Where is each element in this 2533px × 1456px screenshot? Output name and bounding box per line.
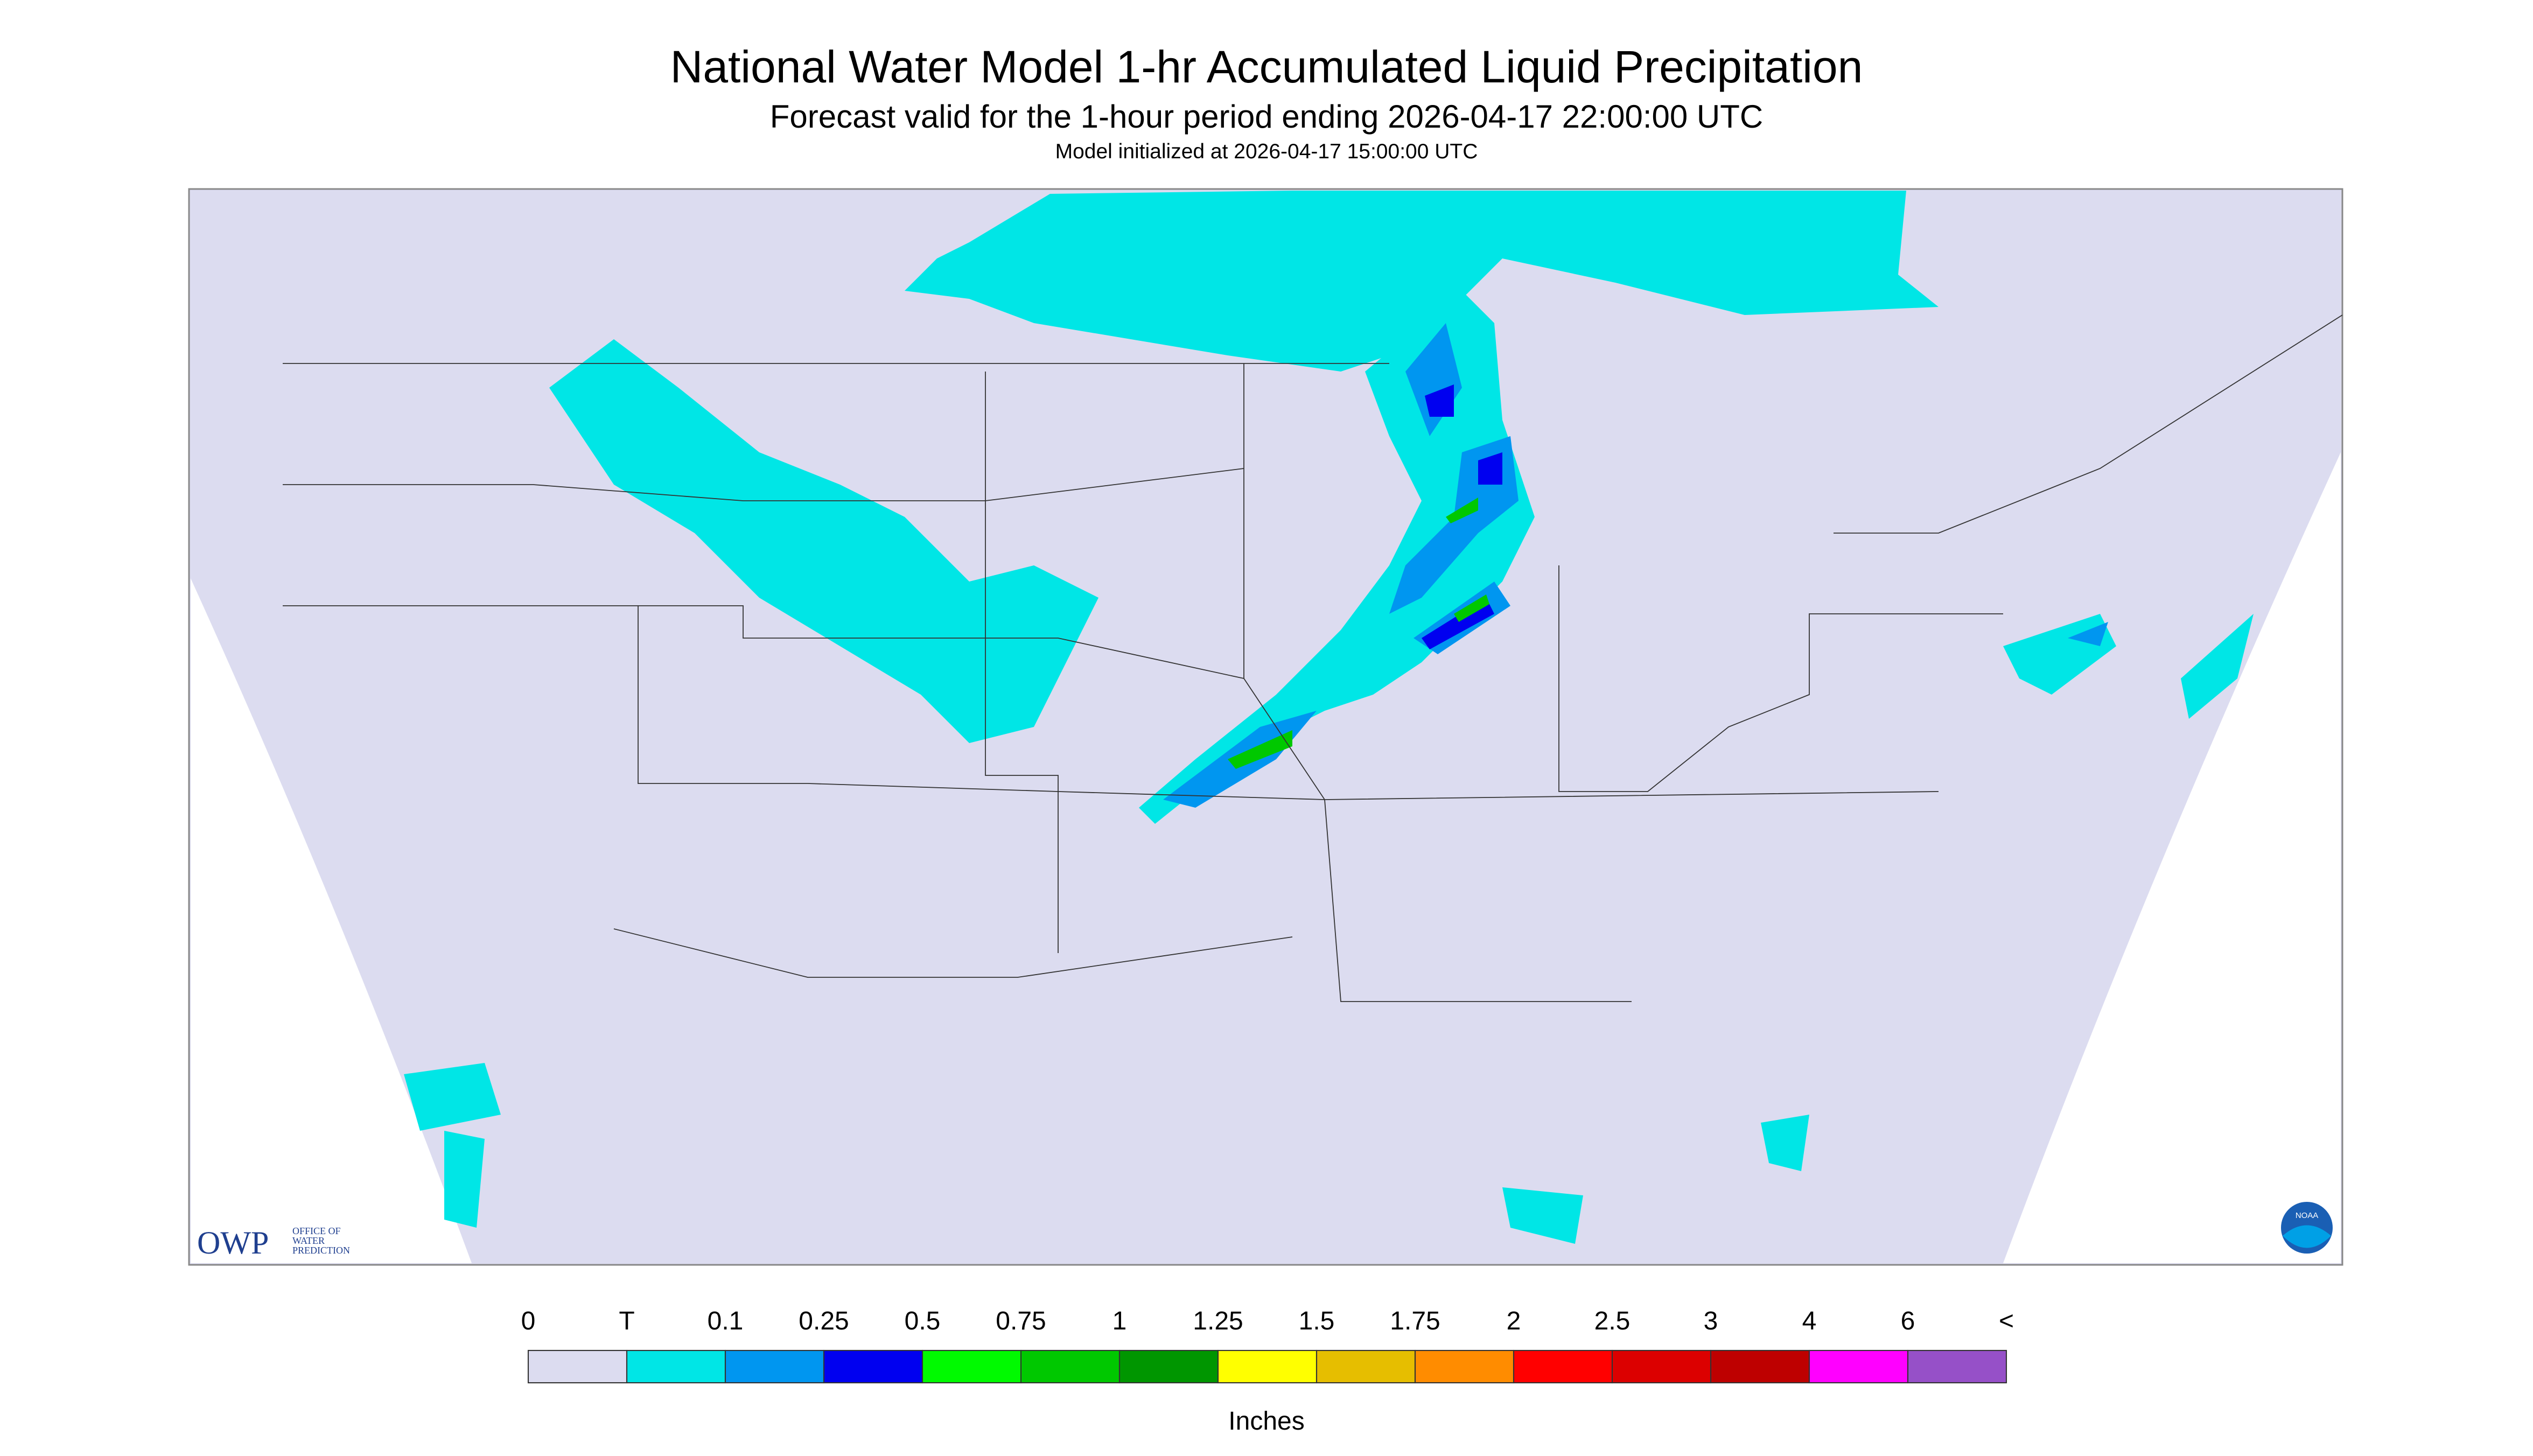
legend-label: 2.5 bbox=[1594, 1307, 1631, 1335]
state-line bbox=[638, 606, 1939, 800]
legend-swatch bbox=[626, 1349, 726, 1384]
legend-swatch bbox=[527, 1349, 628, 1384]
legend-label: 1 bbox=[1112, 1307, 1127, 1335]
legend-label: 0.75 bbox=[996, 1307, 1046, 1335]
legend-swatch bbox=[1217, 1349, 1318, 1384]
legend-label: 4 bbox=[1802, 1307, 1817, 1335]
legend-label: < bbox=[1999, 1307, 2014, 1335]
border bbox=[1834, 314, 2343, 534]
legend-label: 1.25 bbox=[1193, 1307, 1243, 1335]
state-line bbox=[283, 468, 1244, 501]
legend-swatch bbox=[823, 1349, 923, 1384]
title: National Water Model 1-hr Accumulated Li… bbox=[670, 41, 1863, 92]
legend-swatch bbox=[724, 1349, 825, 1384]
noaa-logo-text: NOAA bbox=[2296, 1211, 2319, 1220]
owp-logo-text: OFFICE OF bbox=[292, 1226, 341, 1236]
legend-label: 6 bbox=[1901, 1307, 1915, 1335]
legend-swatch bbox=[1907, 1349, 2007, 1384]
state-line bbox=[985, 372, 1059, 954]
precip-very-heavy bbox=[1228, 498, 1489, 769]
legend-swatch bbox=[921, 1349, 1022, 1384]
legend-label: 0.25 bbox=[799, 1307, 849, 1335]
outside-domain bbox=[2003, 452, 2341, 1264]
noaa-logo-wave bbox=[2283, 1225, 2331, 1248]
legend-swatch bbox=[1808, 1349, 1909, 1384]
legend-label: 0.5 bbox=[905, 1307, 941, 1335]
legend-swatch bbox=[1118, 1349, 1219, 1384]
state-line bbox=[1243, 363, 1632, 1002]
state-line bbox=[1558, 565, 2003, 792]
legend: 0 T 0.1 0.25 0.5 0.75 1 1.25 1.5 1.75 2 2.5 3 4 6 < bbox=[521, 1307, 2014, 1384]
legend-swatch bbox=[1020, 1349, 1121, 1384]
state-line bbox=[283, 605, 1244, 679]
legend-label: 1.5 bbox=[1299, 1307, 1335, 1335]
owp-logo-text: WATER bbox=[292, 1235, 325, 1246]
legend-label: T bbox=[619, 1307, 634, 1335]
legend-label: 1.75 bbox=[1390, 1307, 1440, 1335]
legend-swatch bbox=[1316, 1349, 1416, 1384]
outside-domain bbox=[191, 578, 472, 1264]
owp-logo-text: PREDICTION bbox=[292, 1245, 350, 1256]
legend-swatch bbox=[1513, 1349, 1613, 1384]
legend-label: 3 bbox=[1704, 1307, 1718, 1335]
legend-swatch bbox=[1710, 1349, 1810, 1384]
legend-label: 0.1 bbox=[708, 1307, 744, 1335]
legend-swatch bbox=[1611, 1349, 1712, 1384]
legend-label: 2 bbox=[1507, 1307, 1521, 1335]
legend-label: 0 bbox=[521, 1307, 536, 1335]
subtitle: Forecast valid for the 1-hour period end… bbox=[770, 99, 1763, 135]
legend-swatch bbox=[1414, 1349, 1515, 1384]
owp-logo: OWP bbox=[197, 1225, 269, 1261]
init-time: Model initialized at 2026-04-17 15:00:00… bbox=[1055, 140, 1478, 163]
legend-unit: Inches bbox=[1228, 1407, 1304, 1436]
map bbox=[188, 188, 2343, 1266]
border bbox=[613, 928, 1293, 978]
